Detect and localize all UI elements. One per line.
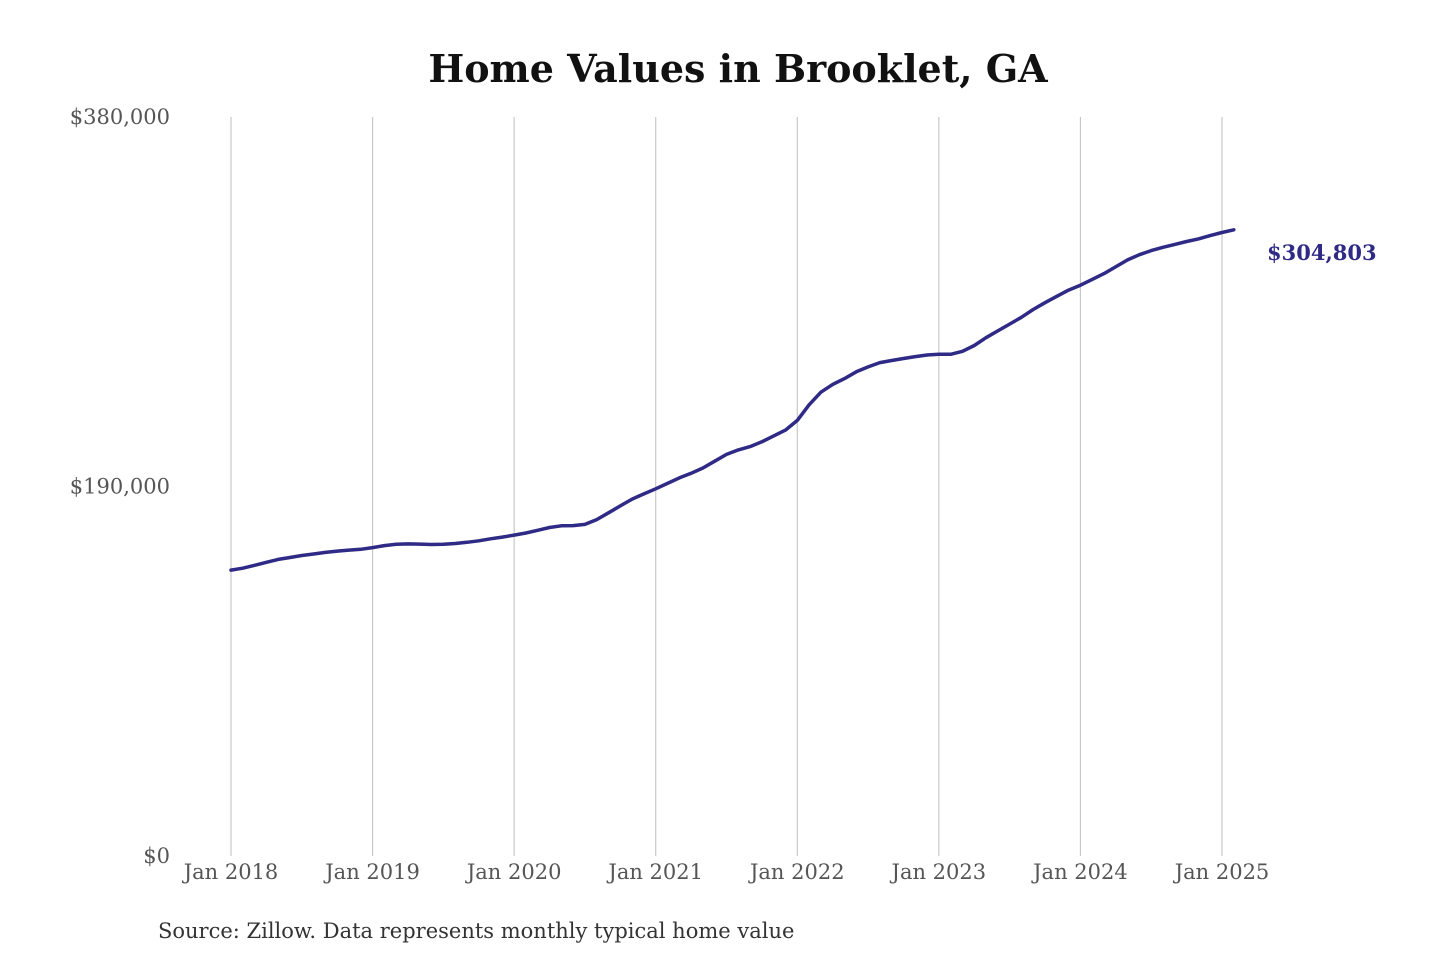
y-axis-ticks: $0 $190,000 $380,000	[70, 105, 170, 868]
series-line	[229, 228, 1236, 572]
y-tick-label: $0	[143, 844, 170, 868]
y-tick-label: $380,000	[70, 105, 170, 129]
x-tick-label: Jan 2025	[1173, 860, 1270, 884]
x-tick-label: Jan 2019	[323, 860, 420, 884]
x-tick-label: Jan 2023	[890, 860, 987, 884]
end-value-label: $304,803	[1267, 240, 1377, 265]
series-layer	[229, 228, 1236, 572]
x-tick-label: Jan 2022	[748, 860, 845, 884]
x-tick-label: Jan 2018	[182, 860, 279, 884]
x-axis-ticks: Jan 2018 Jan 2019 Jan 2020 Jan 2021 Jan 2022…	[182, 860, 1270, 884]
x-tick-label: Jan 2021	[606, 860, 703, 884]
source-note: Source: Zillow. Data represents monthly …	[158, 919, 794, 943]
gridlines	[230, 117, 1223, 856]
x-tick-label: Jan 2020	[465, 860, 562, 884]
chart-title: Home Values in Brooklet, GA	[428, 46, 1048, 91]
x-tick-label: Jan 2024	[1031, 860, 1128, 884]
y-tick-label: $190,000	[70, 475, 170, 499]
